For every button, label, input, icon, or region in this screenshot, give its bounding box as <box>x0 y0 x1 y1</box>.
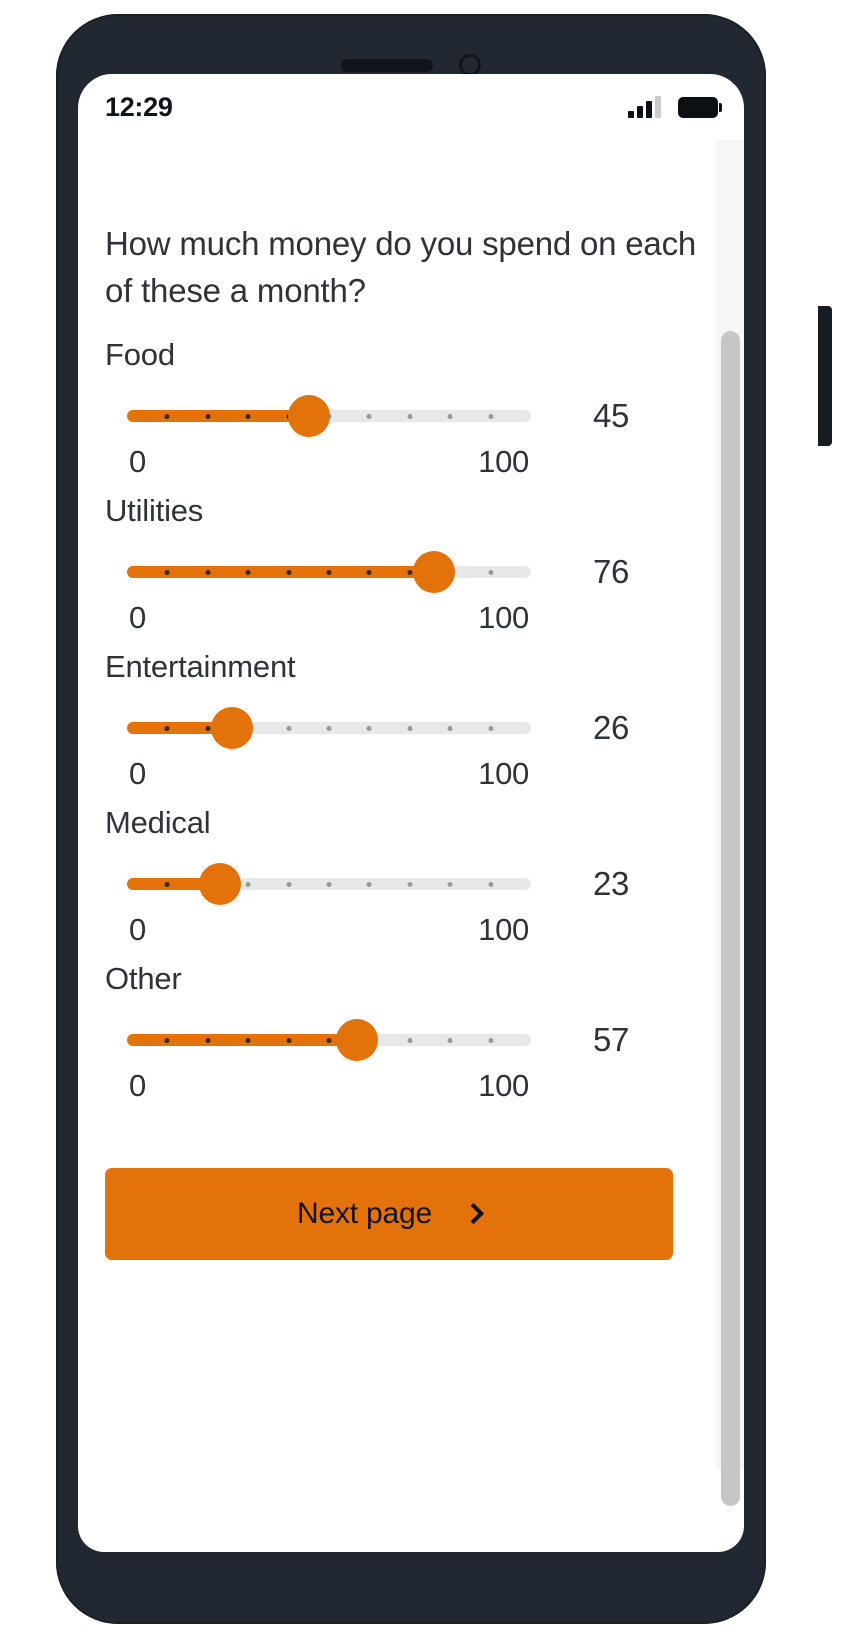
slider-min-label: 0 <box>129 912 146 947</box>
slider-scale-labels: 0 100 <box>127 1068 531 1104</box>
slider-thumb[interactable] <box>198 863 241 905</box>
slider-group: Utilities 76 0 100 <box>105 488 712 636</box>
slider-scale-labels: 0 100 <box>127 912 531 948</box>
slider-scale-labels: 0 100 <box>127 444 531 480</box>
slider-max-label: 100 <box>478 1068 529 1103</box>
slider-max-label: 100 <box>478 444 529 479</box>
slider-fill <box>127 878 220 890</box>
slider-track[interactable] <box>127 706 531 750</box>
slider-track[interactable] <box>127 1018 531 1062</box>
slider-group: Food 45 0 100 <box>105 332 712 480</box>
slider-fill <box>127 410 309 422</box>
slider-row: 23 <box>105 862 712 906</box>
survey-content: How much money do you spend on each of t… <box>78 220 744 1552</box>
slider-min-label: 0 <box>129 444 146 479</box>
slider-group: Medical 23 0 100 <box>105 800 712 948</box>
slider-min-label: 0 <box>129 756 146 791</box>
slider-value: 76 <box>593 553 630 590</box>
slider-scale-labels: 0 100 <box>127 600 531 636</box>
slider-label: Other <box>105 961 182 996</box>
slider-thumb[interactable] <box>287 395 330 437</box>
slider-row: 57 <box>105 1018 712 1062</box>
page-title: How much money do you spend on each of t… <box>105 225 697 309</box>
slider-fill <box>127 1034 358 1046</box>
slider-fill <box>127 722 233 734</box>
slider-max-label: 100 <box>478 600 529 635</box>
slider-value: 23 <box>593 865 630 902</box>
slider-track[interactable] <box>127 862 531 906</box>
chevron-right-icon <box>462 1202 485 1224</box>
slider-value: 26 <box>593 709 630 746</box>
slider-list: Food 45 0 100 Utilities 76 0 100 Entertainment 26… <box>105 332 712 1104</box>
slider-label: Utilities <box>105 493 204 528</box>
slider-row: 45 <box>105 394 712 438</box>
phone-screen: 12:29 How much money do you spend on eac… <box>78 74 744 1552</box>
front-camera-icon <box>459 54 481 76</box>
slider-track[interactable] <box>127 394 531 438</box>
speaker-grille-icon <box>341 58 433 72</box>
slider-value: 57 <box>593 1021 630 1058</box>
slider-thumb[interactable] <box>413 551 456 593</box>
slider-min-label: 0 <box>129 1068 146 1103</box>
slider-track[interactable] <box>127 550 531 594</box>
slider-row: 76 <box>105 550 712 594</box>
next-page-label: Next page <box>297 1197 432 1230</box>
slider-thumb[interactable] <box>211 707 254 749</box>
slider-label: Medical <box>105 805 211 840</box>
status-indicators <box>628 96 722 118</box>
battery-icon <box>678 96 722 118</box>
next-page-button[interactable]: Next page <box>105 1168 673 1260</box>
slider-max-label: 100 <box>478 912 529 947</box>
slider-scale-labels: 0 100 <box>127 756 531 792</box>
slider-group: Other 57 0 100 <box>105 956 712 1104</box>
slider-fill <box>127 566 435 578</box>
slider-label: Entertainment <box>105 649 296 684</box>
signal-bars-icon <box>628 96 661 118</box>
slider-label: Food <box>105 337 175 372</box>
slider-max-label: 100 <box>478 756 529 791</box>
power-button[interactable] <box>818 306 832 446</box>
slider-row: 26 <box>105 706 712 750</box>
slider-min-label: 0 <box>129 600 146 635</box>
status-time: 12:29 <box>105 91 173 122</box>
slider-group: Entertainment 26 0 100 <box>105 644 712 792</box>
scrollbar-thumb[interactable] <box>721 331 740 1506</box>
status-bar: 12:29 <box>78 74 744 140</box>
scrollbar-track[interactable] <box>716 140 744 1506</box>
slider-value: 45 <box>593 397 630 434</box>
slider-thumb[interactable] <box>336 1019 379 1061</box>
